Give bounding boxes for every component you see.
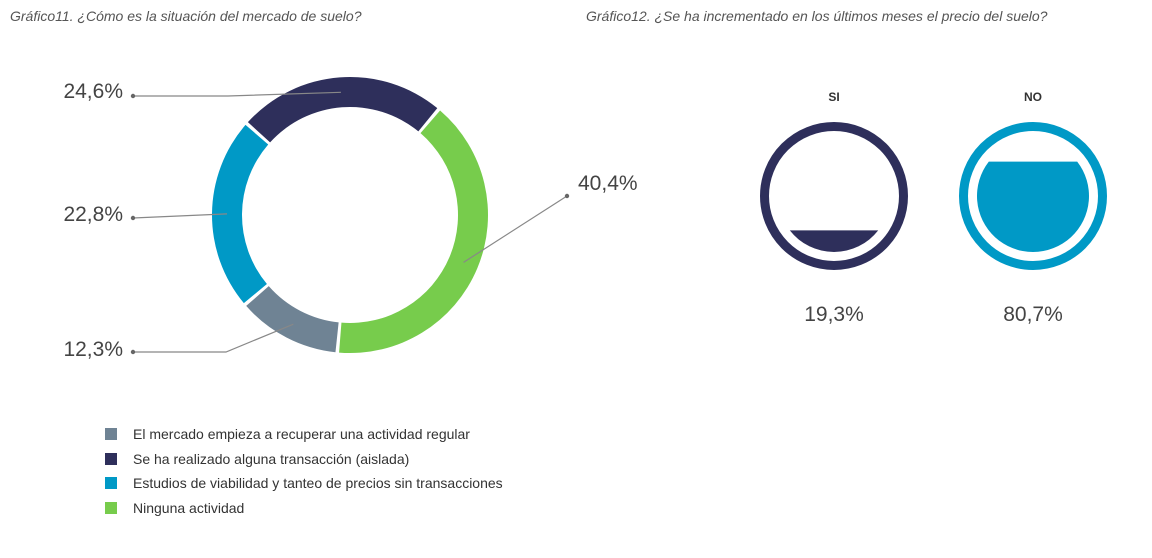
- legend-label: Se ha realizado alguna transacción (aisl…: [133, 450, 410, 467]
- legend-swatch: [105, 428, 117, 441]
- gauge-chart-title: Gráfico12. ¿Se ha incrementado en los úl…: [586, 8, 1048, 24]
- donut-chart-title: Gráfico11. ¿Cómo es la situación del mer…: [10, 8, 362, 24]
- fill-gauge-chart: SI 19,3% NO 80,7%: [760, 90, 1107, 326]
- gauge-ring: [760, 122, 908, 270]
- legend-item: Ninguna actividad: [105, 496, 503, 521]
- leader-line: [133, 323, 294, 353]
- donut-slice: [212, 124, 269, 304]
- legend-swatch: [105, 452, 117, 465]
- gauge-value-label: 80,7%: [1003, 303, 1063, 326]
- donut-slice: [339, 110, 488, 354]
- data-label: 40,4%: [578, 172, 638, 195]
- leader-line: [463, 195, 568, 263]
- legend-item: Se ha realizado alguna transacción (aisl…: [105, 447, 503, 472]
- gauge-value-label: 19,3%: [804, 303, 864, 326]
- leader-dot: [130, 349, 136, 355]
- gauge-category-label: NO: [1024, 90, 1042, 104]
- gauge-ring: [959, 122, 1107, 270]
- donut-legend: El mercado empieza a recuperar una activ…: [105, 422, 503, 520]
- legend-item: El mercado empieza a recuperar una activ…: [105, 422, 503, 447]
- donut-slice: [246, 286, 339, 353]
- legend-swatch: [105, 477, 117, 490]
- data-label: 24,6%: [63, 80, 123, 103]
- gauge-fill: [977, 161, 1090, 252]
- leader-dot: [130, 215, 136, 221]
- gauge-category-label: SI: [828, 90, 839, 104]
- leader-dot: [130, 93, 136, 99]
- legend-label: El mercado empieza a recuperar una activ…: [133, 426, 470, 443]
- legend-label: Ninguna actividad: [133, 499, 245, 516]
- leader-line: [133, 91, 341, 97]
- legend-swatch: [105, 501, 117, 514]
- data-label: 12,3%: [63, 338, 123, 361]
- leader-dot: [564, 193, 570, 199]
- gauge-fill: [789, 230, 879, 252]
- donut-chart: 40,4% 24,6% 22,8% 12,3%: [63, 76, 638, 361]
- legend-item: Estudios de viabilidad y tanteo de preci…: [105, 471, 503, 496]
- legend-label: Estudios de viabilidad y tanteo de preci…: [133, 475, 503, 492]
- data-label: 22,8%: [63, 203, 123, 226]
- leader-line: [132, 213, 228, 219]
